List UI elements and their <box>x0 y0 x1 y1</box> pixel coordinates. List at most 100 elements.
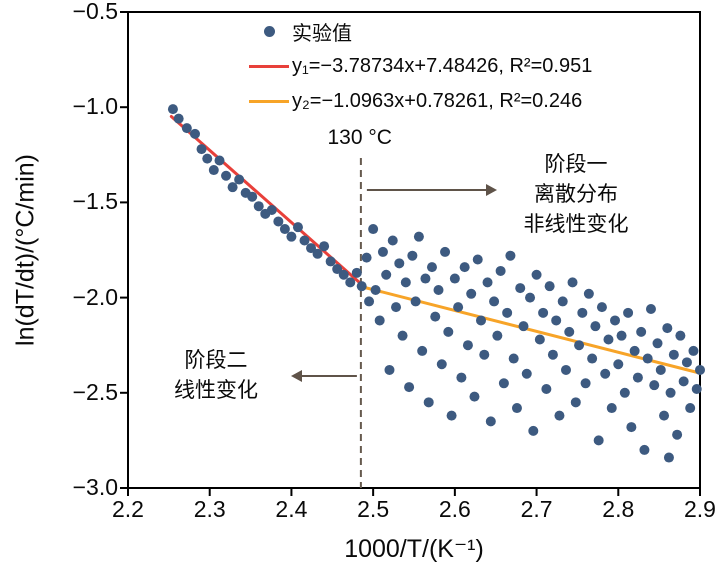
data-point <box>544 281 555 292</box>
data-point <box>567 277 578 288</box>
x-tick-label: 2.2 <box>112 496 144 522</box>
y-tick-label: −2.0 <box>72 283 118 310</box>
data-point <box>613 359 624 370</box>
data-point <box>202 153 213 164</box>
stage1-line1: 阶段一 <box>544 153 608 176</box>
data-point <box>570 397 581 408</box>
data-point <box>600 368 611 379</box>
y-axis-label: ln(dT/dt)/(°C/min) <box>11 154 40 346</box>
data-point <box>338 269 349 280</box>
data-point <box>469 391 480 402</box>
stage1-line2: 离散分布 <box>534 183 618 206</box>
data-point <box>663 452 674 463</box>
data-point <box>286 231 297 242</box>
data-point <box>616 330 627 341</box>
data-point <box>325 256 336 267</box>
data-point <box>498 378 509 389</box>
y-tick-label: −0.5 <box>72 0 118 24</box>
stage1-annotation: 阶段一 离散分布 非线性变化 <box>498 150 654 240</box>
data-point <box>502 307 513 318</box>
data-point <box>387 235 398 246</box>
data-point <box>649 380 660 391</box>
data-point <box>610 315 621 326</box>
data-point <box>492 330 503 341</box>
data-point <box>181 123 192 134</box>
x-tick-label: 2.4 <box>275 496 308 522</box>
data-point <box>675 330 686 341</box>
data-point <box>410 296 421 307</box>
data-point <box>590 321 601 332</box>
stage1-line3: 非线性变化 <box>523 213 629 236</box>
data-point <box>557 296 568 307</box>
data-point <box>655 364 666 375</box>
data-point <box>234 174 245 185</box>
data-point <box>505 250 516 261</box>
data-point <box>332 264 343 275</box>
data-point <box>639 444 650 455</box>
data-point <box>636 326 647 337</box>
data-point <box>665 387 676 398</box>
data-point <box>662 323 673 334</box>
data-point <box>391 302 402 313</box>
stage2-line2: 线性变化 <box>174 379 258 402</box>
data-point <box>606 403 617 414</box>
y-tick-label: −1.0 <box>72 93 118 120</box>
data-point <box>368 224 379 235</box>
data-point <box>596 302 607 313</box>
data-point <box>485 416 496 427</box>
data-point <box>652 338 663 349</box>
legend-label-fit2: y₂=−1.0963x+0.78261, R²=0.246 <box>292 89 583 112</box>
data-point <box>659 410 670 421</box>
data-point <box>525 292 536 303</box>
data-point <box>603 334 614 345</box>
threshold-temperature-label: 130 °C <box>327 126 392 149</box>
x-tick-label: 2.7 <box>520 496 553 522</box>
data-point <box>645 304 656 315</box>
data-point <box>443 326 454 337</box>
x-tick-label: 2.5 <box>357 496 390 522</box>
legend-item-experimental: 实验值 <box>246 16 592 46</box>
data-point <box>688 345 699 356</box>
data-point <box>495 265 506 276</box>
data-point <box>208 165 219 176</box>
legend-label-experimental: 实验值 <box>292 22 352 45</box>
data-point <box>456 372 467 383</box>
data-point <box>629 345 640 356</box>
y-tick-label: −3.0 <box>72 474 118 500</box>
data-point <box>534 334 545 345</box>
data-point <box>672 429 683 440</box>
data-point <box>423 397 434 408</box>
data-point <box>345 277 356 288</box>
data-point <box>292 222 303 233</box>
annotation-arrowhead-icon <box>486 184 497 196</box>
data-point <box>279 224 290 235</box>
data-point <box>273 216 284 227</box>
stage2-line1: 阶段二 <box>184 349 248 372</box>
legend: 实验值 y₁=−3.78734x+7.48426, R²=0.951 y₂=−1… <box>246 16 592 116</box>
data-point <box>436 359 447 370</box>
data-point <box>681 357 692 368</box>
data-point <box>404 382 415 393</box>
data-point <box>407 250 418 261</box>
data-point <box>397 330 408 341</box>
annotation-arrowhead-icon <box>291 370 302 382</box>
x-tick-label: 2.9 <box>684 496 716 522</box>
data-point <box>384 364 395 375</box>
data-point <box>381 269 392 280</box>
data-point <box>678 376 689 387</box>
data-point <box>626 422 637 433</box>
data-point <box>668 349 679 360</box>
data-point <box>253 201 264 212</box>
data-point <box>593 435 604 446</box>
data-point <box>577 307 588 318</box>
legend-item-fit1: y₁=−3.78734x+7.48426, R²=0.951 <box>246 51 592 81</box>
data-point <box>476 315 487 326</box>
x-tick-label: 2.6 <box>438 496 471 522</box>
data-point <box>482 277 493 288</box>
x-axis-label: 1000/T/(K⁻¹) <box>344 535 484 563</box>
plot-border <box>127 11 701 489</box>
data-point <box>190 128 201 139</box>
data-point <box>508 353 519 364</box>
data-point <box>528 425 539 436</box>
